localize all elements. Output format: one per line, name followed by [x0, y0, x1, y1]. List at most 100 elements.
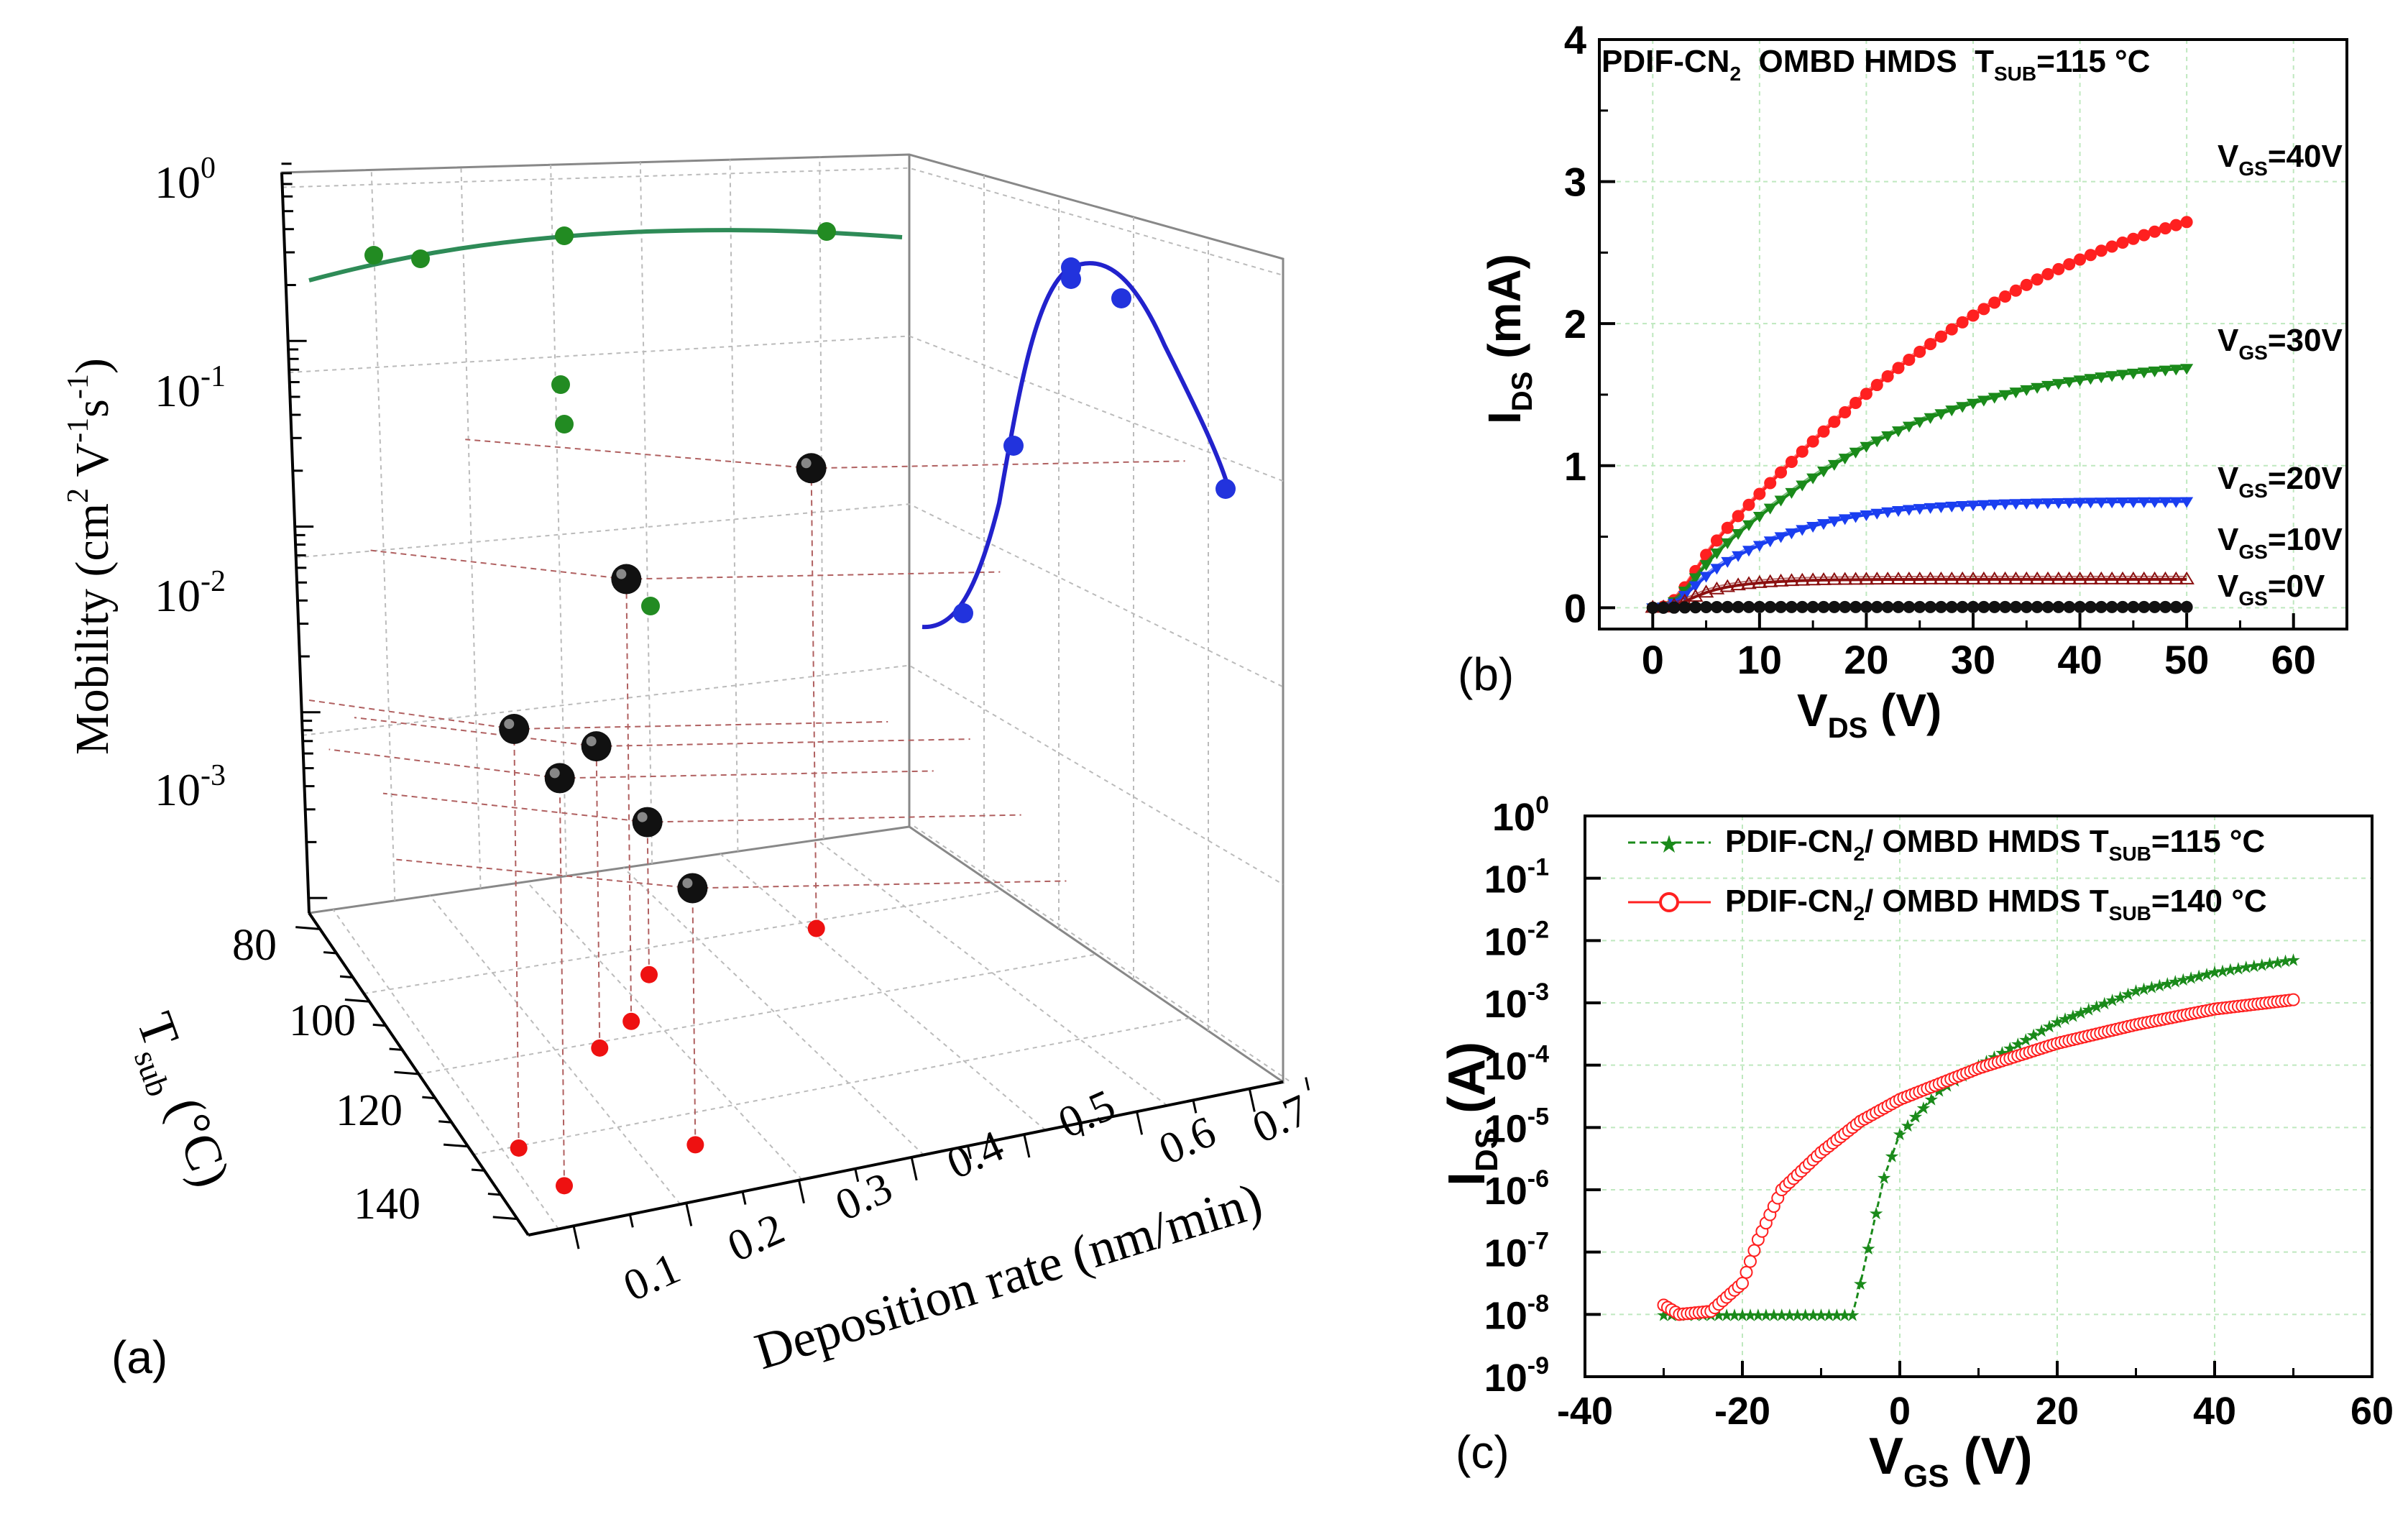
b-marker-2: [1678, 591, 1691, 602]
b-marker-0: [1710, 534, 1723, 547]
b-marker-4: [1903, 600, 1916, 613]
b-marker-3: [2018, 571, 2035, 584]
b-marker-3: [1976, 571, 1992, 584]
a-guide-side-1: [559, 770, 934, 779]
b-marker-3: [1805, 572, 1821, 586]
c-marker-115: ★: [2215, 963, 2230, 981]
b-marker-3: [2104, 571, 2120, 584]
a-side-projection-marker: [1111, 288, 1131, 308]
a-x-tick-6: 0.7: [1246, 1086, 1316, 1153]
b-marker-0: [2074, 253, 2087, 266]
b-marker-2: [1774, 532, 1788, 543]
c-y-tick-label: 10-4: [1484, 1041, 1549, 1088]
b-marker-1: [2180, 364, 2194, 375]
b-series-line-0: [1653, 220, 2187, 610]
b-marker-4: [2105, 600, 2118, 613]
a-y-tick-mark: [487, 1193, 501, 1196]
c-marker-115: ★: [1782, 1306, 1798, 1325]
a-grid-backv-1: [370, 170, 396, 901]
c-y-tick-label: 10-1: [1484, 854, 1549, 901]
c-marker-115: ★: [1908, 1109, 1924, 1127]
a-x-tick-mark: [1192, 1100, 1198, 1114]
panel-b-grid: [1599, 39, 2347, 629]
b-marker-2: [1881, 507, 1895, 518]
b-marker-4: [2149, 600, 2161, 613]
a-y-tick-100: 100: [289, 996, 356, 1045]
a-data-point-highlight: [504, 718, 515, 729]
b-x-axis-label: VDS (V): [1797, 684, 1941, 744]
b-marker-2: [2116, 497, 2129, 508]
a-grid-floorx-6: [913, 825, 1290, 1082]
b-marker-1: [2169, 364, 2183, 376]
a-side-projection-marker: [1216, 479, 1236, 499]
c-marker-115: ★: [2246, 958, 2262, 976]
b-marker-3: [1997, 571, 2013, 584]
b-marker-3: [1709, 581, 1725, 595]
a-x-tick-3: 0.4: [940, 1121, 1011, 1189]
b-marker-4: [1849, 600, 1862, 613]
b-marker-2: [1806, 521, 1820, 533]
b-marker-2: [2095, 497, 2108, 509]
c-marker-115: ★: [2238, 959, 2254, 978]
b-marker-0: [2031, 273, 2044, 286]
c-marker-115: ★: [1884, 1147, 1900, 1166]
panel-a-3d-chart: 100 10-1 10-2 10-3 Mobility (cm2 V-1s-1)…: [62, 152, 1316, 1383]
b-marker-1: [1721, 538, 1734, 549]
b-marker-0: [2138, 229, 2151, 242]
b-series-open-3: [1653, 575, 2187, 606]
b-marker-2: [1838, 514, 1852, 526]
b-marker-0: [2159, 222, 2172, 235]
b-marker-0: [1828, 416, 1841, 428]
b-marker-4: [1817, 600, 1830, 613]
b-marker-1: [2041, 380, 2054, 392]
a-data-point: [632, 807, 663, 838]
a-y-tick-mark: [339, 975, 354, 979]
b-marker-2: [1817, 519, 1830, 531]
b-marker-1: [1881, 431, 1895, 442]
b-marker-4: [1839, 600, 1852, 613]
b-marker-0: [1967, 309, 1980, 322]
c-marker-115: ★: [1868, 1205, 1884, 1224]
b-marker-1: [2148, 366, 2161, 377]
b-marker-1: [1827, 459, 1841, 471]
a-guide-vertical-4: [646, 822, 650, 975]
c-marker-115: ★: [1758, 1306, 1774, 1325]
b-marker-3: [1741, 576, 1757, 589]
c-legend-marker-115: ★: [1658, 832, 1680, 858]
c-marker-115: ★: [1876, 1170, 1892, 1188]
c-marker-115: ★: [1727, 1306, 1742, 1325]
a-grid-zline-1: [289, 335, 1284, 482]
b-marker-3: [1986, 571, 2003, 584]
c-marker-115: ★: [1852, 1275, 1868, 1294]
b-marker-3: [2008, 571, 2024, 584]
b-marker-4: [1721, 600, 1734, 613]
b-marker-2: [1967, 500, 1980, 512]
b-marker-0: [1945, 323, 1958, 336]
b-marker-2: [2073, 497, 2087, 509]
b-marker-0: [1785, 456, 1798, 469]
b-label-vgs10: VGS=10V: [2218, 522, 2343, 563]
b-marker-4: [1764, 600, 1777, 613]
b-marker-0: [1775, 466, 1788, 479]
panel-a-markers: [364, 222, 1236, 1195]
a-z-tick-3: 10-3: [155, 759, 226, 815]
a-x-tick-mark: [1305, 1077, 1310, 1091]
b-label-vgs20: VGS=20V: [2218, 461, 2343, 502]
a-z-tick-2: 10-2: [155, 565, 226, 621]
c-marker-115: ★: [2144, 978, 2160, 997]
b-marker-2: [1870, 508, 1884, 520]
c-marker-115: ★: [1892, 1126, 1908, 1144]
b-marker-1: [1699, 560, 1713, 572]
c-marker-115: ★: [2089, 998, 2105, 1017]
a-y-tick-mark: [389, 1047, 403, 1051]
panel-c-legend: ★ PDIF-CN2/ OMBD HMDS TSUB=115 °C PDIF-C…: [1628, 824, 2267, 925]
c-marker-115: ★: [2018, 1031, 2034, 1050]
c-marker-115: ★: [1798, 1306, 1814, 1325]
b-marker-1: [1752, 512, 1766, 523]
b-marker-3: [2179, 571, 2195, 584]
a-data-point: [544, 763, 575, 794]
b-marker-1: [2159, 365, 2172, 377]
b-marker-0: [1956, 316, 1969, 329]
panel-a-axes: [280, 162, 1310, 1249]
a-floor-marker: [686, 1136, 704, 1154]
